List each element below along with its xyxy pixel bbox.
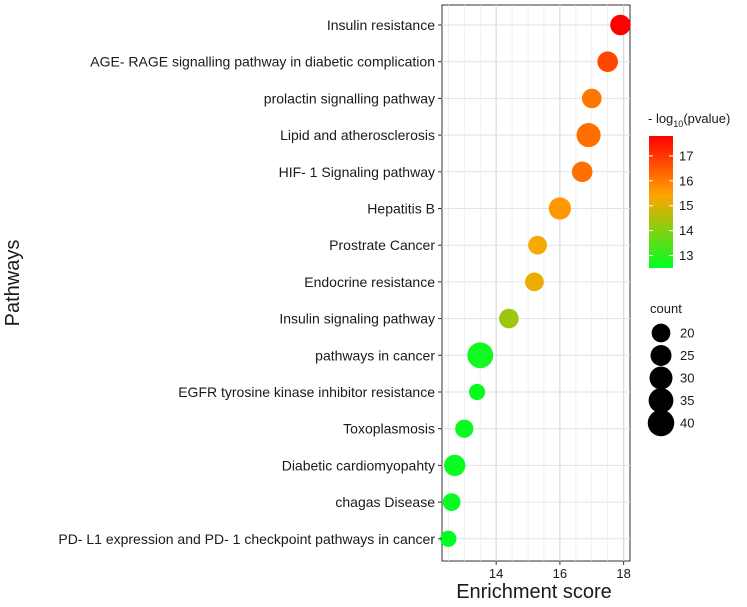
color-bar: [649, 136, 673, 268]
y-tick-labels: Insulin resistance AGE- RAGE signalling p…: [58, 17, 442, 547]
color-bar-tick-label: 16: [679, 173, 693, 188]
data-point: [581, 88, 602, 109]
size-legend-label: 30: [680, 371, 694, 386]
y-tick-label: Endocrine resistance: [304, 274, 435, 290]
x-tick-label: 14: [489, 566, 503, 581]
size-legend-label: 25: [680, 348, 694, 363]
y-tick-label: Insulin resistance: [327, 17, 435, 33]
y-tick-label: Insulin signaling pathway: [279, 311, 435, 327]
x-tick-label: 16: [553, 566, 567, 581]
size-legend-dot: [649, 366, 673, 390]
y-tick-label: pathways in cancer: [315, 347, 435, 363]
data-point: [455, 419, 474, 438]
data-point: [576, 123, 601, 148]
data-point: [525, 272, 544, 292]
x-tick-labels: 14 16 18: [489, 561, 631, 581]
y-tick-label: HIF- 1 Signaling pathway: [279, 164, 435, 180]
data-point: [571, 161, 593, 183]
data-point: [444, 454, 466, 477]
y-tick-label: Hepatitis B: [367, 201, 435, 217]
y-tick-label: EGFR tyrosine kinase inhibitor resistanc…: [178, 384, 435, 400]
data-point: [442, 493, 461, 511]
color-bar-tick-label: 13: [679, 248, 693, 263]
data-point: [610, 14, 631, 36]
x-axis-title: Enrichment score: [456, 581, 612, 603]
y-tick-label: Toxoplasmosis: [343, 421, 435, 437]
y-tick-label: prolactin signalling pathway: [264, 90, 435, 106]
y-axis-title: Pathways: [2, 240, 24, 327]
color-bar-tick-label: 17: [679, 148, 693, 163]
size-legend-label: 35: [680, 393, 694, 408]
data-point: [548, 197, 571, 220]
y-tick-label: AGE- RAGE signalling pathway in diabetic…: [90, 54, 435, 70]
data-point: [467, 342, 494, 369]
y-tick-label: chagas Disease: [335, 494, 435, 510]
y-tick-label: Prostrate Cancer: [329, 237, 435, 253]
y-tick-label: Lipid and atherosclerosis: [280, 127, 435, 143]
size-legend-label: 40: [680, 416, 694, 431]
color-bar-ticks: 13 14 15 16 17: [649, 148, 693, 263]
color-legend-title: - log10(pvalue): [648, 111, 730, 129]
data-point: [528, 235, 547, 255]
size-legend-label: 20: [680, 326, 694, 341]
size-legend-dot: [651, 323, 671, 343]
size-legend: count 20 25 30 35 40: [647, 301, 694, 437]
data-points: [440, 14, 631, 547]
size-legend-items: 20 25 30 35 40: [647, 323, 694, 437]
color-bar-tick-label: 15: [679, 198, 693, 213]
size-legend-dot: [647, 409, 675, 437]
color-legend: - log10(pvalue) 13 14 15 16 17: [648, 111, 730, 268]
data-point: [468, 383, 486, 401]
data-point: [499, 308, 519, 329]
y-tick-label: PD- L1 expression and PD- 1 checkpoint p…: [58, 531, 435, 547]
data-point: [597, 51, 618, 72]
data-point: [440, 530, 457, 547]
size-legend-title: count: [650, 301, 682, 316]
x-tick-label: 18: [616, 566, 630, 581]
size-legend-dot: [650, 345, 672, 366]
size-legend-dot: [648, 388, 674, 413]
y-tick-label: Diabetic cardiomyopahty: [282, 457, 435, 473]
color-bar-tick-label: 14: [679, 223, 693, 238]
